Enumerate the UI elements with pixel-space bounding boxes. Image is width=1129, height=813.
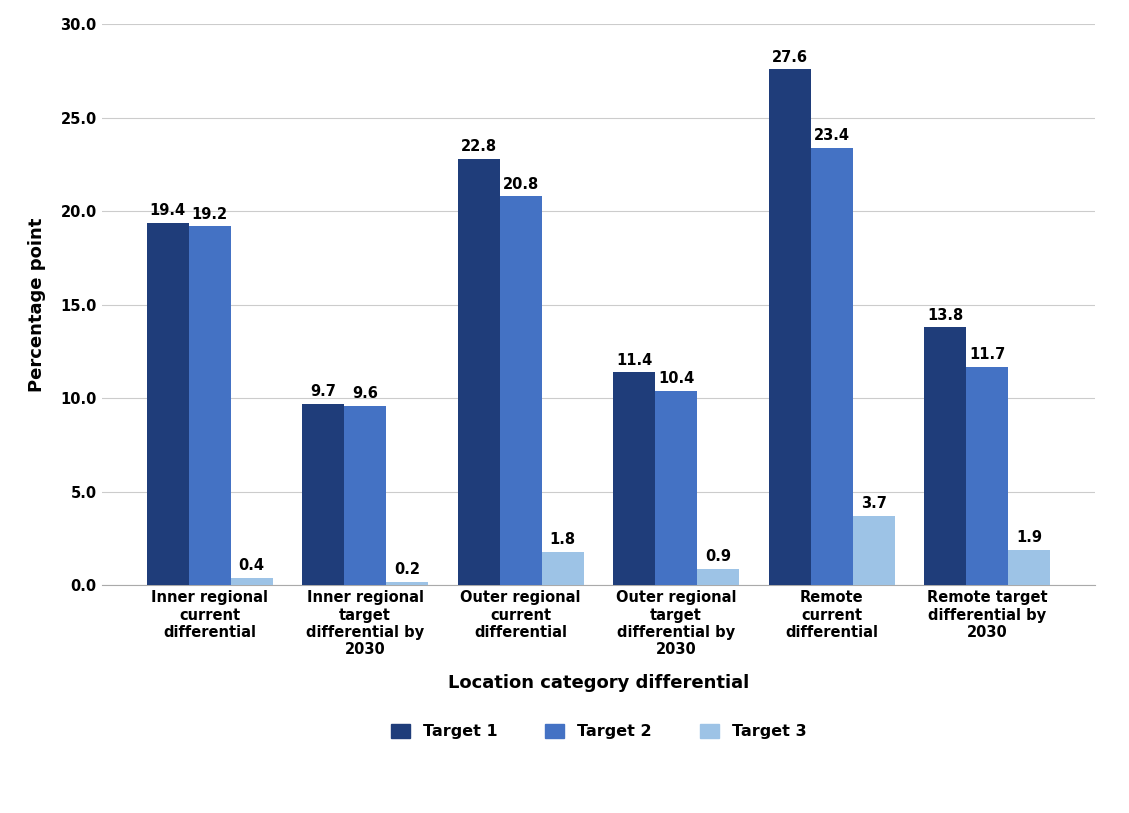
Bar (655, 391, 697, 585)
Text: 11.4: 11.4 (616, 353, 653, 367)
Bar (811, 148, 852, 585)
Text: 0.2: 0.2 (394, 562, 420, 577)
Text: 19.4: 19.4 (150, 203, 186, 218)
Bar (344, 406, 386, 585)
Text: 9.7: 9.7 (310, 385, 336, 399)
Bar (852, 516, 894, 585)
Text: 0.9: 0.9 (706, 549, 732, 564)
Text: 9.6: 9.6 (352, 386, 378, 401)
Text: 0.4: 0.4 (238, 559, 264, 573)
Text: 13.8: 13.8 (927, 307, 963, 323)
X-axis label: Location category differential: Location category differential (448, 674, 749, 692)
Text: 10.4: 10.4 (658, 372, 694, 386)
Bar (924, 328, 966, 585)
Text: 22.8: 22.8 (461, 139, 497, 154)
Bar (386, 581, 428, 585)
Text: 1.9: 1.9 (1016, 530, 1042, 546)
Bar (966, 367, 1008, 585)
Bar (457, 159, 500, 585)
Bar (542, 552, 584, 585)
Bar (147, 223, 189, 585)
Bar (769, 69, 811, 585)
Text: 20.8: 20.8 (502, 176, 539, 192)
Bar (613, 372, 655, 585)
Bar (189, 226, 230, 585)
Text: 11.7: 11.7 (969, 347, 1005, 362)
Text: 3.7: 3.7 (860, 497, 886, 511)
Bar (1008, 550, 1050, 585)
Legend: Target 1, Target 2, Target 3: Target 1, Target 2, Target 3 (384, 717, 813, 746)
Text: 1.8: 1.8 (550, 532, 576, 547)
Bar (500, 197, 542, 585)
Bar (303, 404, 344, 585)
Text: 27.6: 27.6 (771, 50, 807, 64)
Text: 23.4: 23.4 (814, 128, 849, 143)
Bar (230, 578, 273, 585)
Text: 19.2: 19.2 (192, 207, 228, 222)
Y-axis label: Percentage point: Percentage point (28, 218, 46, 392)
Bar (697, 568, 739, 585)
